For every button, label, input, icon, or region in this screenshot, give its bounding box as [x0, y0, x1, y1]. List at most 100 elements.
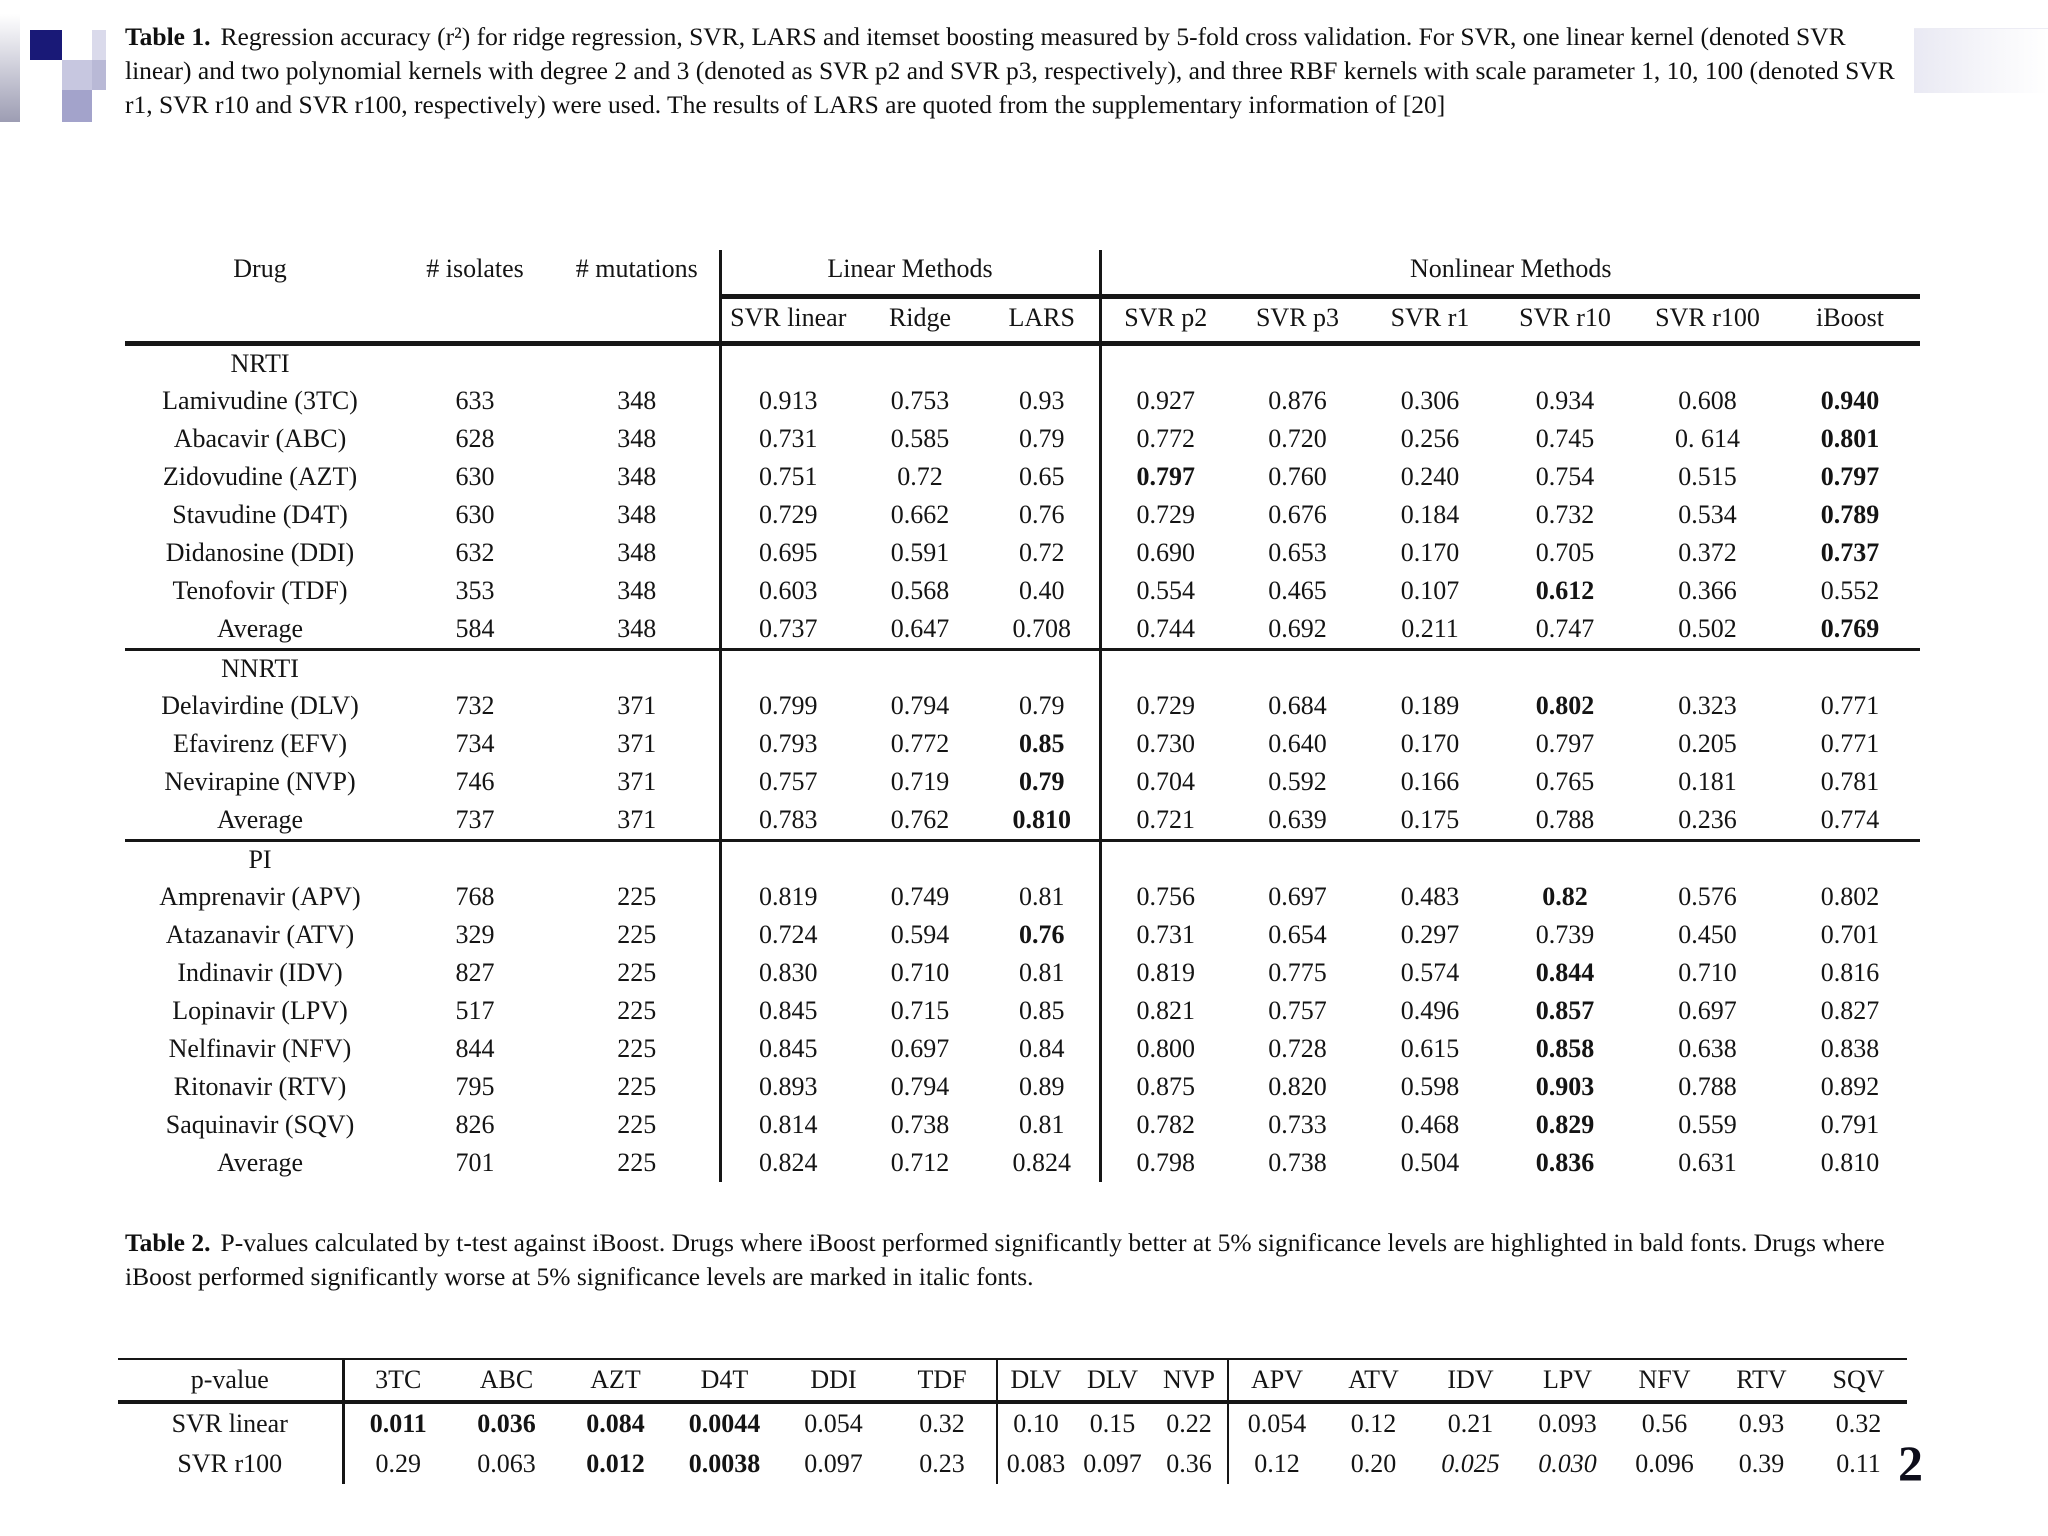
table1-row: Atazanavir (ATV) 329 225 0.724 0.594 0.76 0.73… [125, 916, 1920, 954]
col-header-d4t-3: D4T [670, 1358, 779, 1404]
value-cell: 0.724 [718, 916, 855, 954]
group-header-linear-methods: Linear Methods [718, 250, 1101, 299]
value-cell: 0.65 [1019, 462, 1065, 491]
value-cell: 0.554 [1098, 572, 1231, 610]
empty-cell [395, 841, 555, 879]
pvalue-cell: 0.012 [586, 1449, 645, 1478]
value-cell: 0.638 [1678, 1034, 1737, 1063]
value-cell: 0.739 [1535, 920, 1595, 949]
pvalue-cell: 0.036 [477, 1409, 536, 1438]
empty-cell [1098, 840, 1231, 878]
col-header-lars: LARS [985, 296, 1101, 346]
empty-cell [1098, 343, 1231, 382]
isolates-cell: 844 [455, 1034, 495, 1063]
isolates-cell: 584 [395, 610, 555, 651]
value-cell: 0.690 [1098, 534, 1231, 572]
value-cell: 0.730 [1098, 725, 1231, 763]
table1-row: Lopinavir (LPV) 517 225 0.845 0.715 0.85 0.821… [125, 992, 1920, 1030]
value-cell: 0.79 [1019, 691, 1065, 720]
value-cell: 0.107 [1400, 576, 1460, 605]
table1-row: Saquinavir (SQV) 826 225 0.814 0.738 0.81 0.78… [125, 1106, 1920, 1144]
value-cell: 0.710 [1678, 958, 1737, 987]
pvalue-cell: 0.15 [1089, 1409, 1136, 1438]
value-cell: 0.256 [1400, 424, 1460, 453]
isolates-cell: 734 [455, 729, 495, 758]
empty-cell [1230, 650, 1365, 688]
isolates-cell: 353 [455, 576, 495, 605]
isolates-cell: 633 [455, 386, 495, 415]
table2-row: SVR r100 0.29 0.063 0.012 0.0038 0.097 0.23 0.0… [118, 1444, 1907, 1484]
value-cell: 0.84 [1019, 1034, 1065, 1063]
pvalue-cell: 0.011 [341, 1402, 452, 1444]
drug-name-cell: Lopinavir (LPV) [172, 996, 348, 1025]
pvalue-cell: 0.93 [1738, 1409, 1785, 1438]
col-header-sqv-15: SQV [1810, 1358, 1907, 1404]
empty-cell [555, 344, 720, 383]
mutations-cell: 348 [555, 610, 720, 651]
value-cell: 0.927 [1098, 382, 1231, 420]
pvalue-cell: 0.32 [919, 1409, 965, 1438]
section-label: PI [248, 845, 272, 874]
value-cell: 0.704 [1098, 763, 1231, 801]
pvalue-cell: 0.030 [1538, 1449, 1597, 1478]
value-cell: 0.705 [1535, 538, 1595, 567]
value-cell: 0.802 [1535, 691, 1595, 720]
col-header-isolates: # isolates [395, 250, 555, 346]
value-cell: 0.892 [1820, 1072, 1880, 1101]
value-cell: 0. 614 [1675, 424, 1741, 453]
value-cell: 0.576 [1678, 882, 1737, 911]
col-header-mutations: # mutations [555, 250, 720, 346]
value-cell: 0.598 [1400, 1072, 1460, 1101]
pvalue-cell: 0.20 [1350, 1449, 1397, 1478]
empty-cell [1635, 841, 1780, 879]
value-cell: 0.82 [1542, 882, 1588, 911]
value-cell: 0.639 [1230, 801, 1366, 842]
col-header-3tc-0: 3TC [341, 1358, 452, 1404]
value-cell: 0.715 [890, 996, 950, 1025]
value-cell: 0.797 [1535, 729, 1595, 758]
value-cell: 0.799 [718, 687, 855, 725]
drug-name-cell: Saquinavir (SQV) [165, 1110, 355, 1139]
corner-lavender-square-4 [62, 90, 92, 122]
table1-row: Nevirapine (NVP) 746 371 0.757 0.719 0.79 0.70… [125, 763, 1920, 801]
empty-cell [1495, 841, 1635, 879]
drug-name-cell: Stavudine (D4T) [172, 500, 348, 529]
value-cell: 0.789 [1820, 500, 1880, 529]
top-right-gradient-block [1914, 28, 2048, 93]
isolates-cell: 517 [455, 996, 495, 1025]
value-cell: 0.934 [1535, 386, 1595, 415]
drug-name-cell: Nevirapine (NVP) [164, 767, 356, 796]
value-cell: 0.676 [1268, 500, 1327, 529]
pvalue-cell: 0.10 [996, 1402, 1074, 1444]
value-cell: 0.712 [890, 1148, 950, 1177]
col-header-ridge: Ridge [855, 296, 985, 346]
empty-cell [395, 650, 555, 688]
value-cell: 0.751 [718, 458, 855, 496]
pvalue-cell: 0.097 [804, 1449, 863, 1478]
value-cell: 0.793 [718, 725, 855, 763]
value-cell: 0.697 [1268, 882, 1327, 911]
value-cell: 0.903 [1535, 1072, 1595, 1101]
mutations-cell: 225 [617, 1148, 657, 1177]
value-cell: 0.830 [718, 954, 855, 992]
table1-row: Ritonavir (RTV) 795 225 0.893 0.794 0.89 0.875… [125, 1068, 1920, 1106]
empty-cell [1635, 344, 1780, 383]
mutations-cell: 348 [617, 386, 657, 415]
drug-name-cell: Average [125, 610, 395, 651]
value-cell: 0.844 [1535, 958, 1595, 987]
value-cell: 0.774 [1780, 801, 1921, 842]
corner-lavender-square-2 [62, 60, 92, 90]
empty-cell [718, 343, 855, 382]
corner-lavender-square-1 [92, 30, 106, 60]
value-cell: 0.211 [1365, 610, 1496, 651]
value-cell: 0.765 [1535, 767, 1595, 796]
value-cell: 0.737 [718, 610, 855, 651]
value-cell: 0.747 [1495, 610, 1636, 651]
value-cell: 0.72 [897, 462, 943, 491]
value-cell: 0.89 [1019, 1072, 1065, 1101]
value-cell: 0.504 [1400, 1148, 1460, 1177]
empty-cell [1098, 649, 1231, 687]
pvalue-cell: 0.096 [1635, 1449, 1694, 1478]
mutations-cell: 348 [617, 424, 657, 453]
empty-cell [1365, 841, 1495, 879]
